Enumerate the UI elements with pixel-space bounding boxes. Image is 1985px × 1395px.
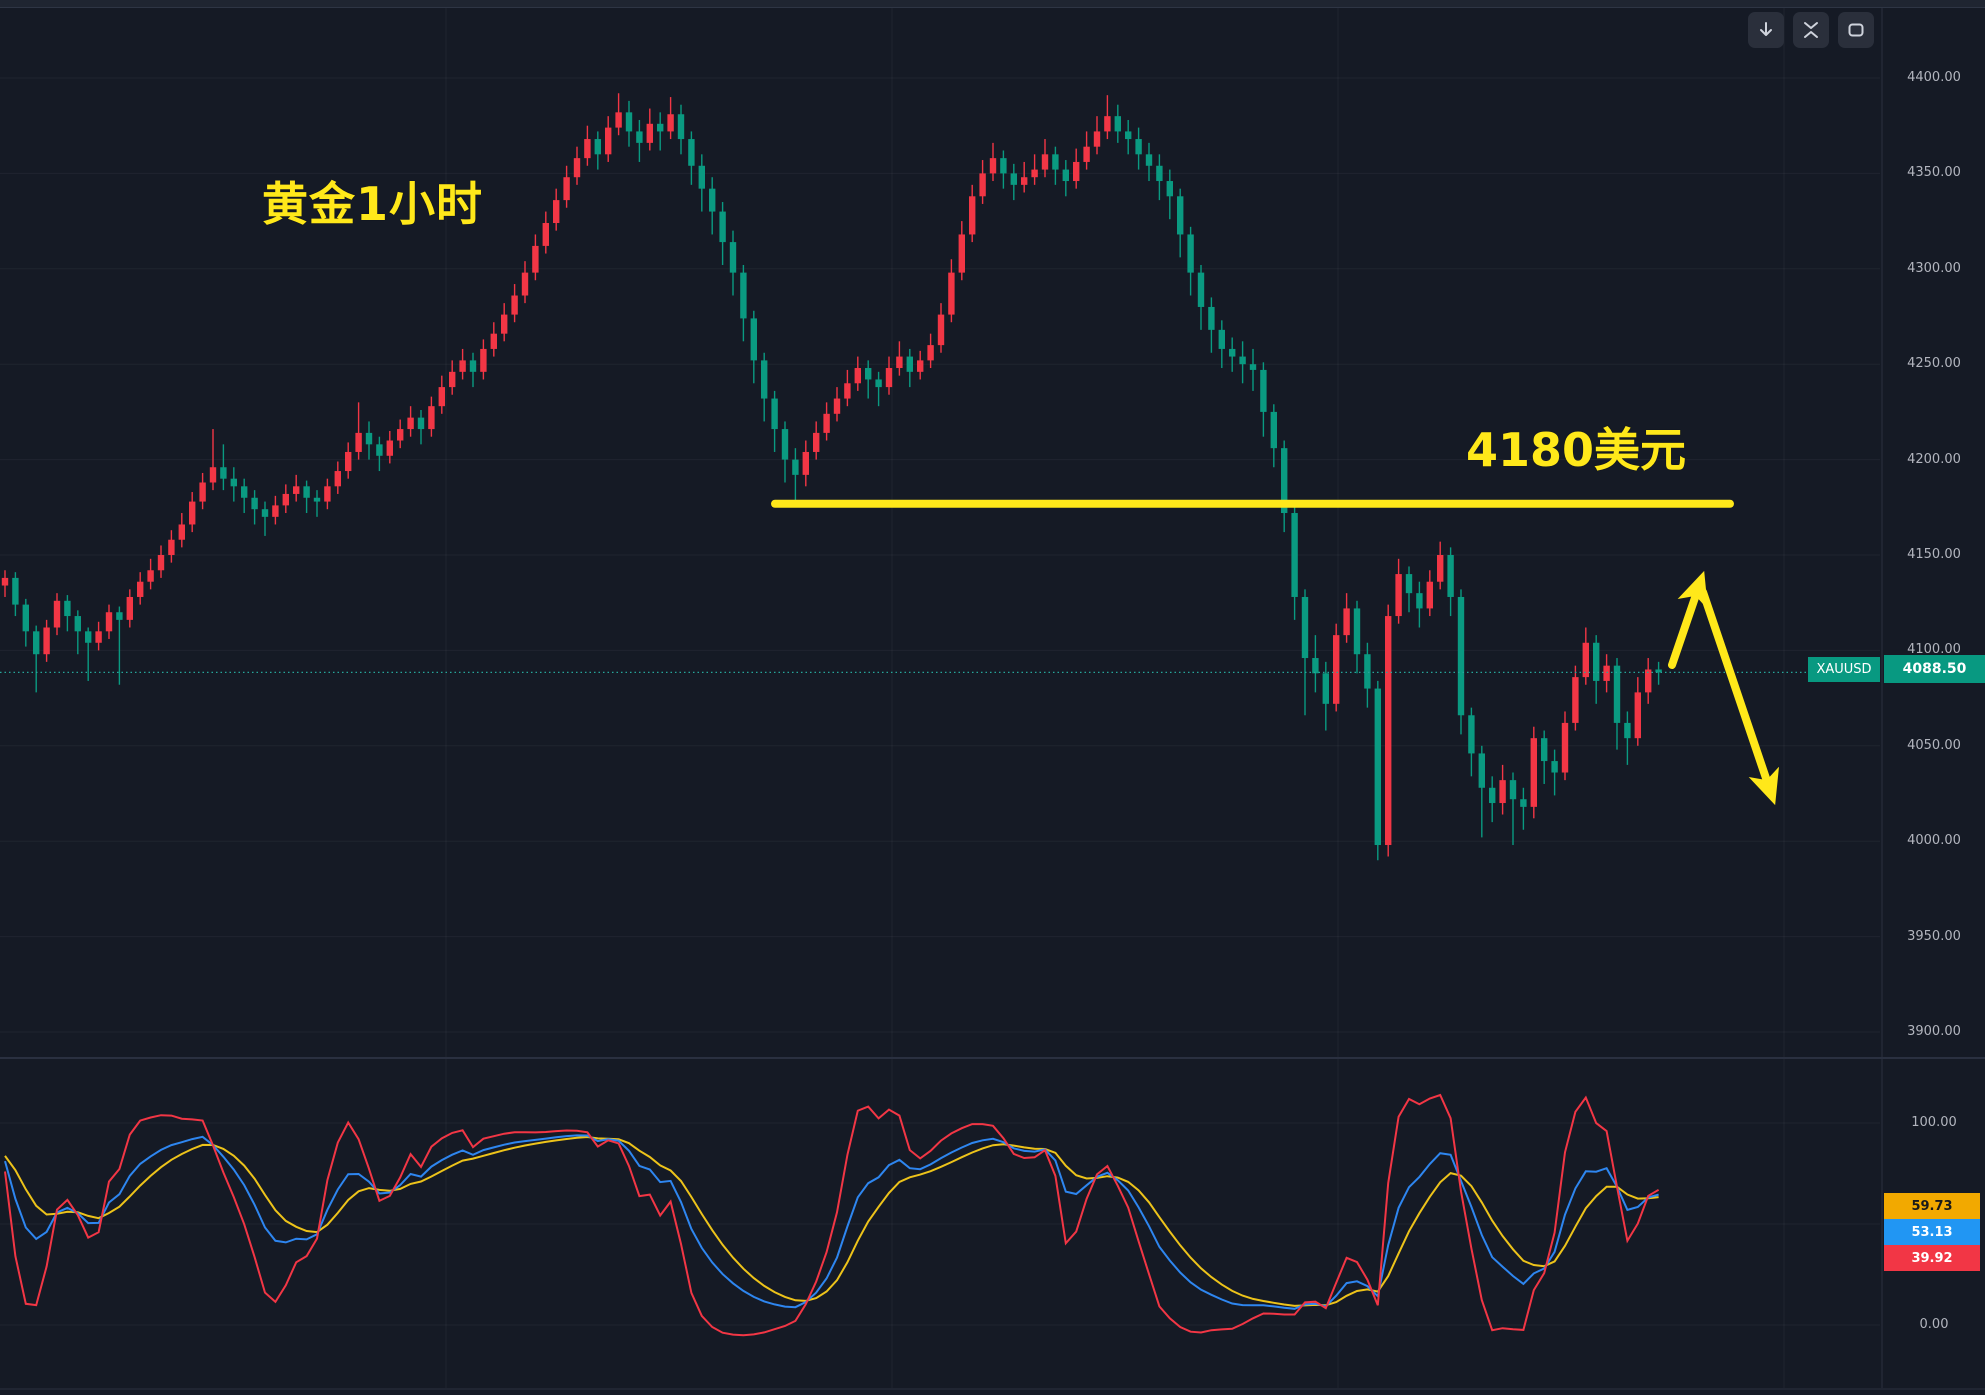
collapse-icon <box>1804 22 1818 38</box>
collapse-button[interactable] <box>1793 12 1829 48</box>
kdj-j-line <box>4 1093 1660 1337</box>
kdj-k-badge: 53.13 <box>1884 1219 1980 1245</box>
indicator-axis-label: 100.00 <box>1911 1115 1957 1130</box>
price-axis-label: 4100.00 <box>1907 642 1961 658</box>
symbol-badge: XAUUSD <box>1808 657 1880 682</box>
price-axis-label: 4150.00 <box>1907 547 1961 562</box>
price-axis-label: 4400.00 <box>1907 70 1961 85</box>
price-axis-label: 4350.00 <box>1907 165 1961 181</box>
download-button[interactable] <box>1748 12 1784 48</box>
kdj-d-badge: 59.73 <box>1884 1193 1980 1219</box>
fullscreen-button[interactable] <box>1838 12 1874 48</box>
indicator-axis-label: 0.00 <box>1919 1317 1949 1332</box>
up-arrow <box>1668 570 1708 669</box>
price-axis-label: 3950.00 <box>1907 928 1961 944</box>
fullscreen-icon <box>1848 23 1864 37</box>
price-axis-label: 4050.00 <box>1907 737 1961 753</box>
down-arrow <box>1699 588 1780 806</box>
support-level-annotation[interactable]: 4180美元 <box>1466 423 1687 477</box>
chart-toolbar <box>1748 12 1874 48</box>
price-axis-label: 4250.00 <box>1907 356 1961 372</box>
candlestick-series <box>1 93 1662 861</box>
kdj-k-line <box>4 1134 1659 1310</box>
timeframe-annotation[interactable]: 黄金1小时 <box>262 177 484 231</box>
price-axis-label: 4200.00 <box>1907 451 1961 467</box>
price-axis-label: 4000.00 <box>1907 833 1961 849</box>
kdj-d-line <box>4 1135 1659 1307</box>
price-axis-label: 3900.00 <box>1907 1024 1961 1039</box>
kdj-indicator <box>4 1093 1660 1337</box>
last-price-badge: 4088.50 <box>1884 655 1985 683</box>
download-icon <box>1760 22 1772 36</box>
yellow-drawings[interactable] <box>771 499 1780 806</box>
price-axis-label: 4300.00 <box>1907 260 1961 276</box>
window-top-strip <box>0 0 1985 8</box>
grid-lines <box>0 8 1880 1388</box>
kdj-j-badge: 39.92 <box>1884 1245 1980 1271</box>
